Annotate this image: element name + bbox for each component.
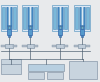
Bar [52,5,68,31]
Bar [79,7,81,29]
Bar [74,5,90,31]
Bar [12,45,17,47]
Bar [58,7,59,29]
Bar [7,25,11,26]
Bar [47,72,63,79]
Bar [83,7,85,29]
Bar [11,7,12,29]
Bar [56,44,64,48]
Bar [58,25,62,26]
Bar [53,7,56,29]
Bar [57,7,59,29]
Bar [80,25,84,26]
Bar [28,25,32,26]
Bar [28,29,32,35]
Bar [8,26,10,29]
Bar [10,7,12,29]
Bar [6,7,8,29]
Bar [28,72,44,79]
Bar [29,35,31,37]
Bar [64,7,67,29]
Bar [1,64,21,74]
Bar [64,45,68,47]
Bar [84,7,85,29]
Bar [26,44,34,48]
Bar [1,45,6,47]
Bar [7,29,11,35]
Bar [34,45,38,47]
Bar [52,45,56,47]
Bar [31,7,33,29]
Bar [13,7,16,29]
Bar [61,7,63,29]
Bar [80,29,84,35]
Bar [86,45,90,47]
Bar [59,26,61,29]
Bar [78,44,86,48]
Bar [2,7,5,29]
Bar [1,5,17,31]
Bar [22,5,38,31]
Bar [23,7,26,29]
Bar [1,59,21,64]
Bar [59,35,61,37]
Bar [32,7,33,29]
Bar [29,26,31,29]
Bar [80,7,81,29]
Bar [69,61,97,79]
Bar [74,45,78,47]
Bar [58,29,62,35]
Bar [28,64,64,71]
Bar [27,7,29,29]
Bar [7,7,8,29]
Bar [8,35,10,37]
Bar [75,7,78,29]
Bar [81,26,83,29]
Bar [6,44,12,48]
Bar [34,7,37,29]
Bar [86,7,89,29]
Bar [81,35,83,37]
Bar [22,45,26,47]
Bar [62,7,63,29]
Bar [28,7,29,29]
